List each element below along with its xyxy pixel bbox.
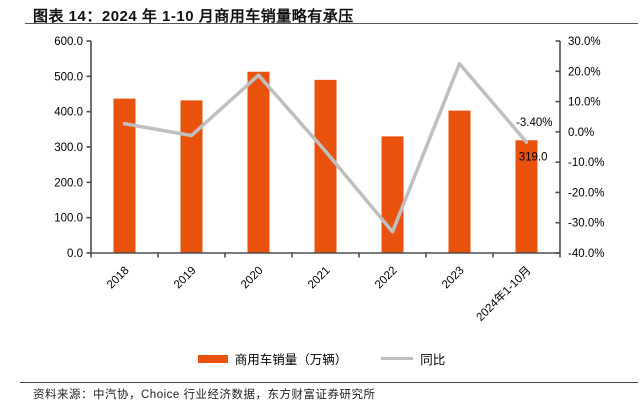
bar-series-swatch-icon <box>197 354 228 363</box>
left-axis-tick-label: 200.0 <box>54 177 83 189</box>
yoy-value-annotation: -3.40% <box>516 117 552 129</box>
x-axis-category-label: 2020 <box>239 265 266 292</box>
yoy-line <box>122 61 529 234</box>
legend-label-yoy: 同比 <box>420 353 446 367</box>
bar-2019 <box>180 100 203 253</box>
left-axis-tick-label: 100.0 <box>54 213 83 225</box>
right-axis-tick-label: 10.0% <box>568 97 601 109</box>
bar-2022 <box>381 136 404 253</box>
legend-item-sales: 商用车销量（万辆） <box>197 349 348 368</box>
bar-value-annotation: 319.0 <box>519 151 548 163</box>
footer-divider <box>20 382 638 383</box>
right-axis-tick-label: -10.0% <box>568 157 604 169</box>
x-axis-category-label: 2022 <box>373 265 400 292</box>
bar-2020 <box>247 71 270 253</box>
x-axis-category-label: 2024年1-10月 <box>473 263 534 324</box>
right-axis-tick-label: 30.0% <box>568 36 601 48</box>
line-series-swatch-icon <box>381 356 414 361</box>
source-note: 资料来源：中汽协，Choice 行业经济数据，东方财富证券研究所 <box>33 389 376 401</box>
left-axis-tick-label: 500.0 <box>54 71 83 83</box>
x-axis-category-label: 2023 <box>440 265 467 292</box>
bar-2018 <box>113 98 136 254</box>
right-axis-tick-label: -30.0% <box>568 218 604 230</box>
right-axis-tick-label: -20.0% <box>568 187 604 199</box>
left-axis-tick-label: 400.0 <box>54 107 83 119</box>
x-axis-category-label: 2021 <box>306 265 333 292</box>
left-axis-tick-label: 0.0 <box>67 248 83 260</box>
bar-2021 <box>314 79 337 253</box>
right-axis-tick-label: 0.0% <box>568 127 594 139</box>
left-axis-tick-label: 300.0 <box>54 142 83 154</box>
title-divider <box>25 23 638 24</box>
chart-title: 图表 14：2024 年 1-10 月商用车销量略有承压 <box>33 8 354 25</box>
x-axis-category-label: 2019 <box>172 265 199 292</box>
bar-2024年1-10月 <box>515 140 538 253</box>
right-axis-tick-label: -40.0% <box>568 248 604 260</box>
legend-item-yoy: 同比 <box>381 349 445 368</box>
bar-2023 <box>448 110 471 254</box>
combo-chart: 600.0 500.0 400.0 300.0 200.0 100.0 0.0 30.0% 20… <box>54 36 604 324</box>
left-axis-tick-label: 600.0 <box>54 36 83 48</box>
chart-legend: 商用车销量（万辆） 同比 <box>0 349 643 368</box>
x-axis-category-label: 2018 <box>105 265 132 292</box>
legend-label-sales: 商用车销量（万辆） <box>234 353 348 367</box>
right-axis-tick-label: 20.0% <box>568 66 601 78</box>
